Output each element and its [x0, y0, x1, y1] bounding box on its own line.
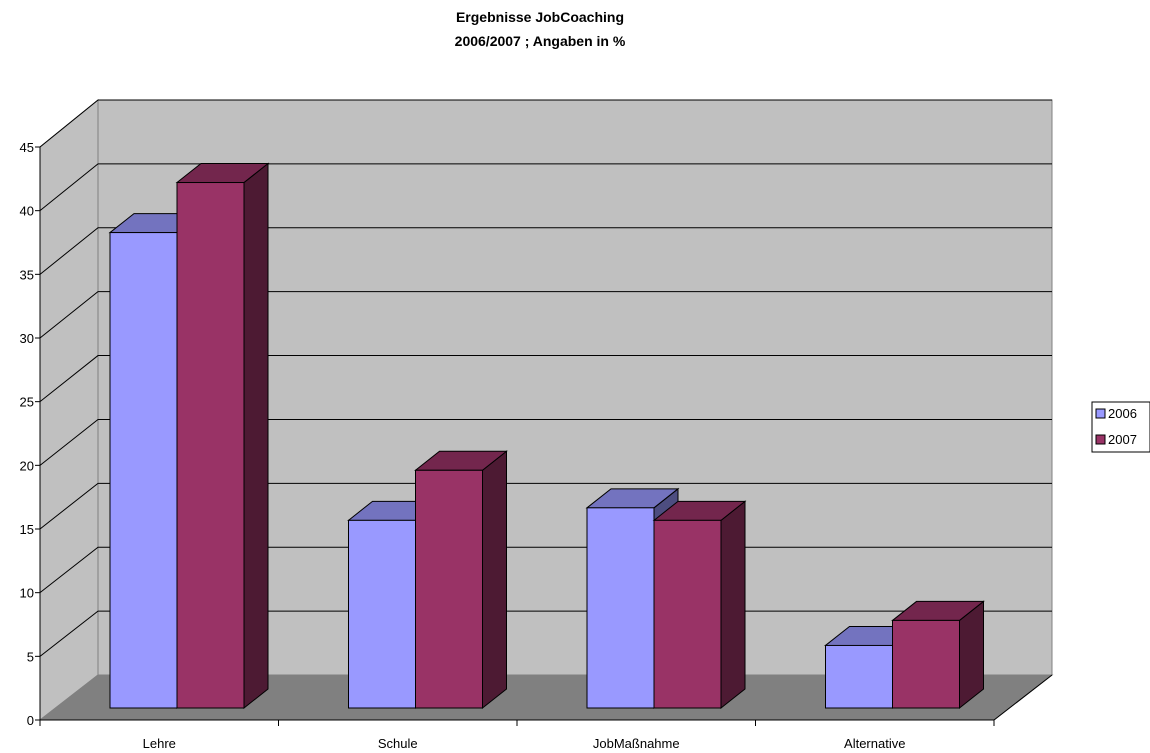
gridline — [39, 227, 1052, 275]
bar-front — [415, 469, 483, 709]
gridline — [39, 99, 1052, 148]
bar-2007-Schule — [414, 450, 508, 710]
bar-2007-Alternative — [891, 600, 985, 710]
y-tick-label: 45 — [20, 140, 34, 155]
y-tick-label: 15 — [20, 522, 34, 537]
bar-front — [109, 232, 178, 709]
y-tick-label: 25 — [20, 395, 34, 410]
y-tick-label: 10 — [20, 586, 34, 601]
y-tick-label: 20 — [20, 458, 34, 473]
gridline — [39, 163, 1052, 212]
legend: 2006 2007 — [1091, 401, 1150, 453]
gridlines — [39, 99, 1052, 657]
y-tick-label: 30 — [20, 331, 34, 346]
bar-front — [653, 519, 722, 709]
legend-label-2007: 2007 — [1108, 432, 1137, 447]
x-tick-label: Alternative — [844, 736, 905, 751]
y-tick-label: 0 — [27, 713, 34, 728]
legend-swatch-2007 — [1095, 434, 1106, 445]
x-tick-label: Schule — [378, 736, 418, 751]
chart-subtitle: 2006/2007 ; Angaben in % — [455, 33, 626, 49]
y-tick-label: 5 — [27, 649, 34, 664]
x-tick-label: Lehre — [143, 736, 176, 751]
bar-side — [482, 450, 507, 710]
bar-side — [720, 500, 746, 710]
side-wall — [39, 98, 99, 722]
legend-label-2006: 2006 — [1108, 406, 1137, 421]
bar-front — [892, 619, 960, 709]
bar-front — [176, 182, 245, 709]
gridline — [39, 291, 1052, 339]
bar-front — [348, 519, 416, 709]
x-tick-label: JobMaßnahme — [593, 736, 680, 751]
bar-2007-JobMaßnahme — [652, 500, 747, 710]
legend-swatch-2006 — [1095, 408, 1106, 419]
bar-2007-Lehre — [175, 162, 270, 710]
gridline — [39, 482, 1052, 530]
y-tick-label: 40 — [20, 204, 34, 219]
bars — [108, 162, 985, 710]
bar-front — [586, 507, 655, 709]
bar-side — [243, 162, 269, 710]
x-axis: Lehre Schule JobMaßnahme Alternative — [39, 674, 1053, 751]
gridline — [39, 355, 1052, 403]
gridline — [39, 418, 1052, 466]
y-tick-label: 35 — [20, 267, 34, 282]
chart-title: Ergebnisse JobCoaching — [456, 9, 624, 25]
floor-edge-line — [993, 674, 1053, 721]
y-axis: 0 5 10 15 20 25 30 35 40 45 — [20, 140, 41, 728]
bar-front — [825, 644, 893, 709]
